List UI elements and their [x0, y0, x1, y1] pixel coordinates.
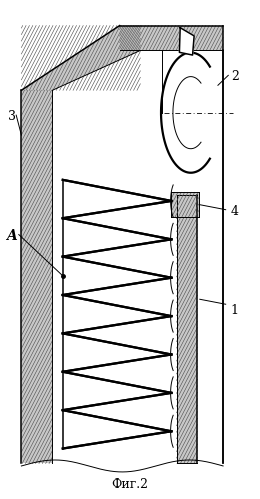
Polygon shape	[63, 333, 171, 372]
Polygon shape	[21, 90, 53, 464]
Text: 2: 2	[231, 70, 239, 83]
Polygon shape	[120, 25, 223, 50]
Polygon shape	[177, 195, 197, 464]
Text: 1: 1	[231, 304, 239, 317]
Text: 4: 4	[231, 205, 239, 218]
Polygon shape	[21, 25, 140, 90]
Text: A: A	[6, 229, 17, 243]
Polygon shape	[63, 218, 171, 256]
Polygon shape	[171, 192, 199, 217]
Polygon shape	[179, 27, 194, 55]
Polygon shape	[63, 372, 171, 410]
Polygon shape	[63, 295, 171, 333]
Polygon shape	[63, 256, 171, 295]
Text: 3: 3	[9, 110, 16, 123]
Polygon shape	[63, 410, 171, 449]
Polygon shape	[63, 180, 171, 218]
Text: Фиг.2: Фиг.2	[112, 478, 148, 491]
